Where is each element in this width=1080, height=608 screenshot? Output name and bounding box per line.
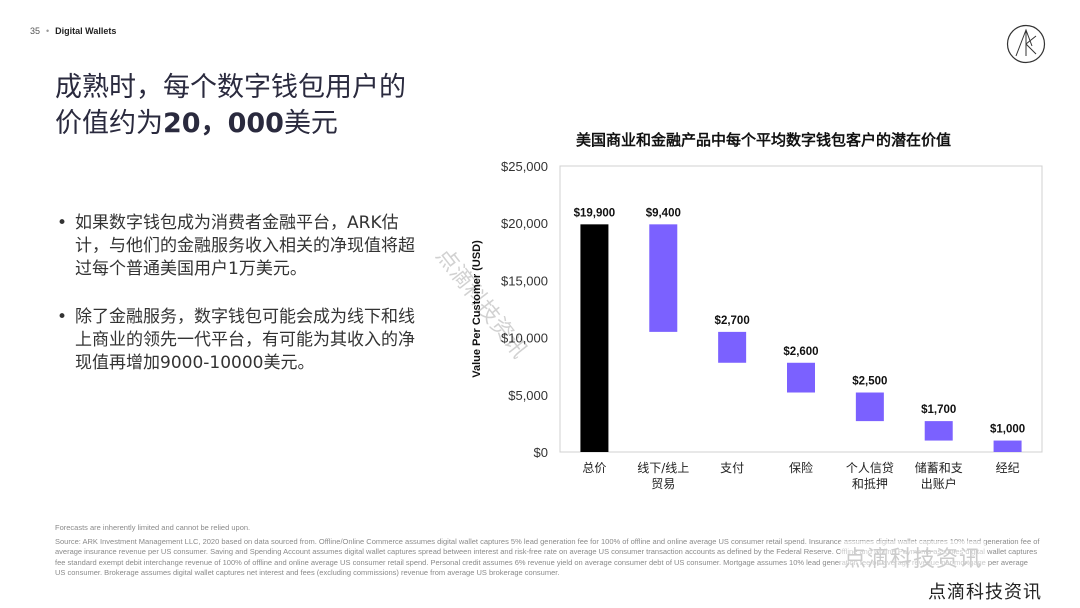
header-separator: • <box>46 26 50 36</box>
title-line-1: 成熟时，每个数字钱包用户的 <box>55 72 406 103</box>
x-tick-label: 线下/线上 <box>637 461 689 475</box>
y-tick-label: $25,000 <box>501 159 548 174</box>
x-tick-label: 储蓄和支 <box>915 460 963 475</box>
title-line-2-prefix: 价值约为 <box>55 108 163 139</box>
data-label: $2,700 <box>715 315 750 327</box>
bar <box>924 421 953 441</box>
footnote: Forecasts are inherently limited and can… <box>55 523 1040 579</box>
footnote-source: Source: ARK Investment Management LLC, 2… <box>55 536 1040 578</box>
slide-header: 35 • Digital Wallets <box>30 26 116 36</box>
bar <box>787 362 815 393</box>
y-tick-label: $20,000 <box>501 216 548 231</box>
bar <box>718 331 747 363</box>
bar <box>855 392 884 422</box>
footnote-disclaimer: Forecasts are inherently limited and can… <box>55 523 251 532</box>
data-label: $19,900 <box>574 207 616 219</box>
x-tick-label: 支付 <box>720 461 744 475</box>
section-title: Digital Wallets <box>55 26 117 36</box>
x-tick-label: 保险 <box>789 460 813 475</box>
watermark-overlay: 点滴科技资讯 <box>840 541 987 573</box>
bar <box>993 440 1022 452</box>
bullet-item: 除了金融服务，数字钱包可能会成为线下和线上商业的领先一代平台，有可能为其收入的净… <box>55 306 415 375</box>
bullet-list: 如果数字钱包成为消费者金融平台，ARK估计，与他们的金融服务收入相关的净现值将超… <box>55 212 415 375</box>
bullet-item: 如果数字钱包成为消费者金融平台，ARK估计，与他们的金融服务收入相关的净现值将超… <box>55 212 415 281</box>
data-label: $2,500 <box>852 376 887 388</box>
data-label: $2,600 <box>783 346 818 358</box>
title-line-2-suffix: 美元 <box>283 108 338 139</box>
x-tick-label: 和抵押 <box>852 477 888 491</box>
x-tick-label: 总价 <box>582 461 606 475</box>
bar <box>580 224 609 452</box>
title-value: 20，000 <box>163 108 284 139</box>
page-number: 35 <box>30 26 41 36</box>
ark-logo-icon <box>1006 24 1046 64</box>
data-label: $9,400 <box>646 207 681 219</box>
x-tick-label: 个人信贷 <box>846 461 894 475</box>
bar <box>649 224 678 332</box>
y-tick-label: $10,000 <box>501 331 548 346</box>
waterfall-chart: $0 $5,000 $10,000 $15,000 $20,000 $25,000 Valu… <box>471 159 1043 491</box>
y-tick-label: $5,000 <box>508 388 548 403</box>
data-label: $1,700 <box>921 404 956 416</box>
y-axis-label: Value Per Customer (USD) <box>471 240 483 378</box>
x-tick-label: 贸易 <box>651 477 675 491</box>
slide-title: 成熟时，每个数字钱包用户的 价值约为20，000美元 <box>55 70 406 142</box>
data-label: $1,000 <box>990 424 1025 436</box>
x-tick-label: 出账户 <box>921 476 957 491</box>
y-tick-label: $15,000 <box>501 273 548 288</box>
chart-title: 美国商业和金融产品中每个平均数字钱包客户的潜在价值 <box>576 131 952 149</box>
plot-frame <box>559 165 1043 453</box>
y-tick-label: $0 <box>534 445 548 460</box>
watermark-corner: 点滴科技资讯 <box>928 582 1042 603</box>
x-tick-label: 经纪 <box>996 461 1020 475</box>
